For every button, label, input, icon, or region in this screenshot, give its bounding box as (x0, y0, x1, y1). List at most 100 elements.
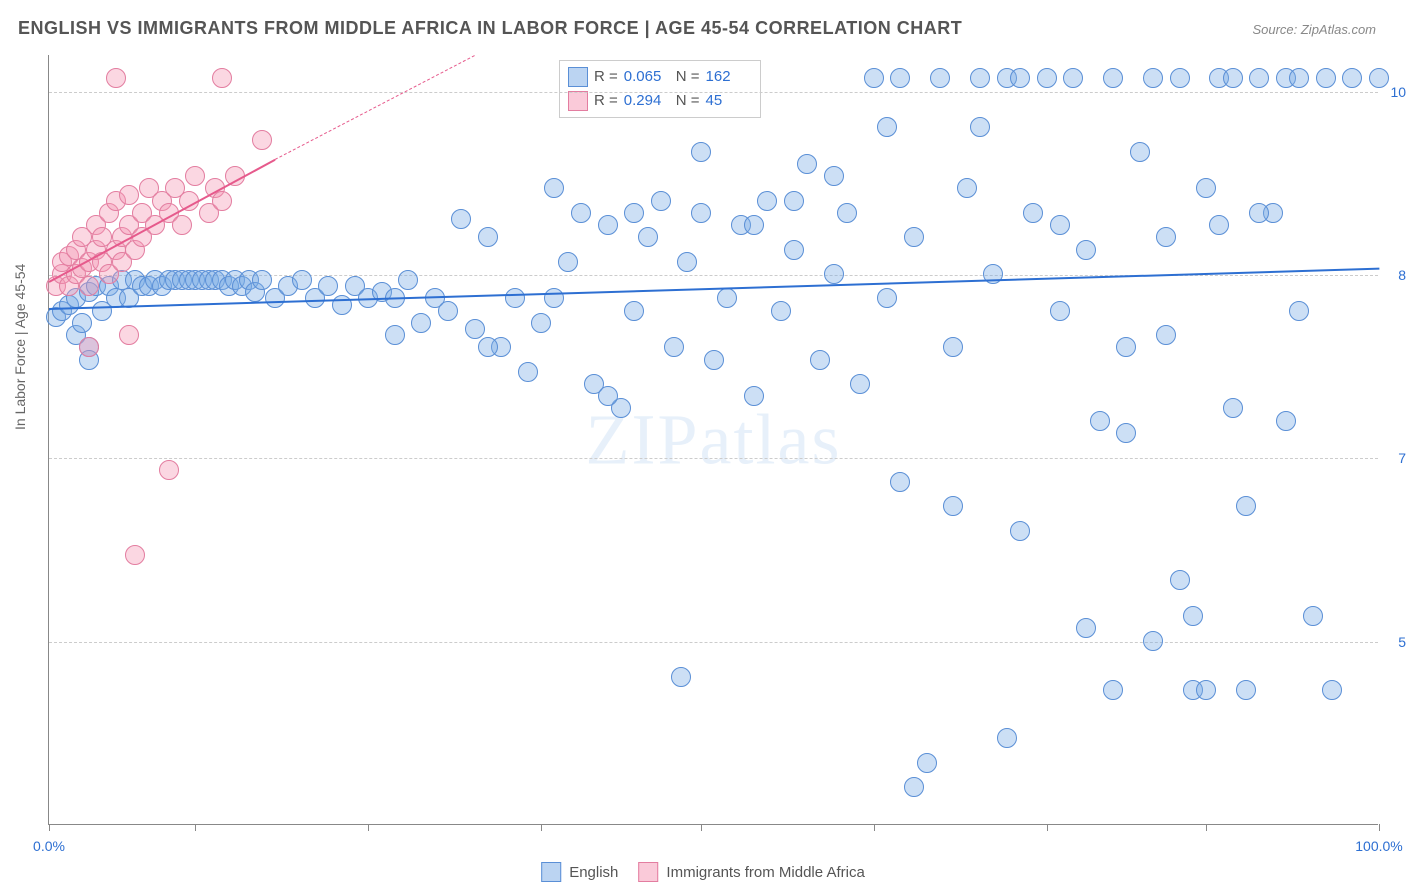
scatter-point-english (1342, 68, 1362, 88)
scatter-point-immigrants (119, 185, 139, 205)
scatter-point-english (1322, 680, 1342, 700)
scatter-point-english (411, 313, 431, 333)
scatter-point-english (1143, 68, 1163, 88)
scatter-point-english (1063, 68, 1083, 88)
scatter-point-english (1196, 680, 1216, 700)
scatter-point-english (1103, 68, 1123, 88)
scatter-point-english (1156, 227, 1176, 247)
scatter-point-english (1170, 68, 1190, 88)
y-axis-label: In Labor Force | Age 45-54 (12, 264, 28, 430)
scatter-point-english (1116, 423, 1136, 443)
legend-label-immigrants: Immigrants from Middle Africa (666, 864, 864, 881)
ytick-label: 70.0% (1383, 450, 1406, 466)
scatter-point-english (784, 240, 804, 260)
scatter-point-immigrants (106, 68, 126, 88)
stat-r-value-english: 0.065 (624, 65, 670, 89)
scatter-point-immigrants (212, 191, 232, 211)
scatter-point-immigrants (212, 68, 232, 88)
scatter-point-english (717, 288, 737, 308)
scatter-point-immigrants (119, 325, 139, 345)
scatter-point-english (1076, 240, 1096, 260)
scatter-point-english (1050, 301, 1070, 321)
scatter-point-english (1010, 68, 1030, 88)
scatter-point-english (771, 301, 791, 321)
scatter-point-english (385, 325, 405, 345)
legend-label-english: English (569, 864, 618, 881)
scatter-point-english (1156, 325, 1176, 345)
scatter-point-english (904, 227, 924, 247)
scatter-point-english (957, 178, 977, 198)
plot-area: ZIPatlas R = 0.065 N = 162 R = 0.294 N =… (48, 55, 1378, 825)
gridline (49, 642, 1378, 643)
scatter-point-english (1050, 215, 1070, 235)
scatter-point-immigrants (125, 545, 145, 565)
scatter-point-immigrants (79, 276, 99, 296)
scatter-point-english (1103, 680, 1123, 700)
scatter-point-english (598, 215, 618, 235)
scatter-point-english (970, 117, 990, 137)
scatter-point-english (651, 191, 671, 211)
scatter-point-english (744, 215, 764, 235)
swatch-pink-icon (638, 862, 658, 882)
scatter-point-english (571, 203, 591, 223)
scatter-point-english (72, 313, 92, 333)
scatter-point-english (970, 68, 990, 88)
xtick-label: 100.0% (1355, 838, 1402, 854)
scatter-point-english (544, 178, 564, 198)
scatter-point-english (252, 270, 272, 290)
legend-stats-row-english: R = 0.065 N = 162 (568, 65, 752, 89)
scatter-point-english (904, 777, 924, 797)
gridline (49, 458, 1378, 459)
scatter-point-english (1076, 618, 1096, 638)
scatter-point-english (824, 166, 844, 186)
scatter-point-english (451, 209, 471, 229)
scatter-point-english (704, 350, 724, 370)
xtick-label: 0.0% (33, 838, 65, 854)
scatter-point-english (624, 203, 644, 223)
scatter-point-english (478, 337, 498, 357)
scatter-point-english (850, 374, 870, 394)
xtick (874, 824, 875, 831)
scatter-point-english (664, 337, 684, 357)
scatter-point-english (1289, 301, 1309, 321)
ytick-label: 85.0% (1383, 267, 1406, 283)
scatter-point-english (1023, 203, 1043, 223)
scatter-point-english (1170, 570, 1190, 590)
scatter-point-english (890, 68, 910, 88)
scatter-point-english (797, 154, 817, 174)
scatter-point-english (292, 270, 312, 290)
scatter-point-english (624, 301, 644, 321)
trend-line-immigrants-dash (275, 55, 475, 160)
scatter-point-english (691, 203, 711, 223)
scatter-point-english (1236, 496, 1256, 516)
scatter-point-english (598, 386, 618, 406)
scatter-point-english (877, 117, 897, 137)
scatter-point-english (1037, 68, 1057, 88)
xtick (49, 824, 50, 831)
scatter-point-english (318, 276, 338, 296)
scatter-point-english (1223, 68, 1243, 88)
scatter-point-english (744, 386, 764, 406)
scatter-point-english (1116, 337, 1136, 357)
scatter-point-english (518, 362, 538, 382)
scatter-point-english (671, 667, 691, 687)
chart-title: ENGLISH VS IMMIGRANTS FROM MIDDLE AFRICA… (18, 18, 962, 39)
xtick (1047, 824, 1048, 831)
scatter-point-english (1090, 411, 1110, 431)
scatter-point-immigrants (185, 166, 205, 186)
xtick (1379, 824, 1380, 831)
scatter-point-english (997, 728, 1017, 748)
scatter-point-english (558, 252, 578, 272)
scatter-point-english (1130, 142, 1150, 162)
stat-n-value-english: 162 (706, 65, 752, 89)
scatter-point-english (810, 350, 830, 370)
ytick-label: 55.0% (1383, 634, 1406, 650)
stat-r-label: R = (594, 65, 618, 89)
scatter-point-immigrants (159, 460, 179, 480)
scatter-point-english (465, 319, 485, 339)
scatter-point-english (1289, 68, 1309, 88)
scatter-point-english (824, 264, 844, 284)
scatter-point-english (638, 227, 658, 247)
scatter-point-english (1223, 398, 1243, 418)
scatter-point-english (438, 301, 458, 321)
